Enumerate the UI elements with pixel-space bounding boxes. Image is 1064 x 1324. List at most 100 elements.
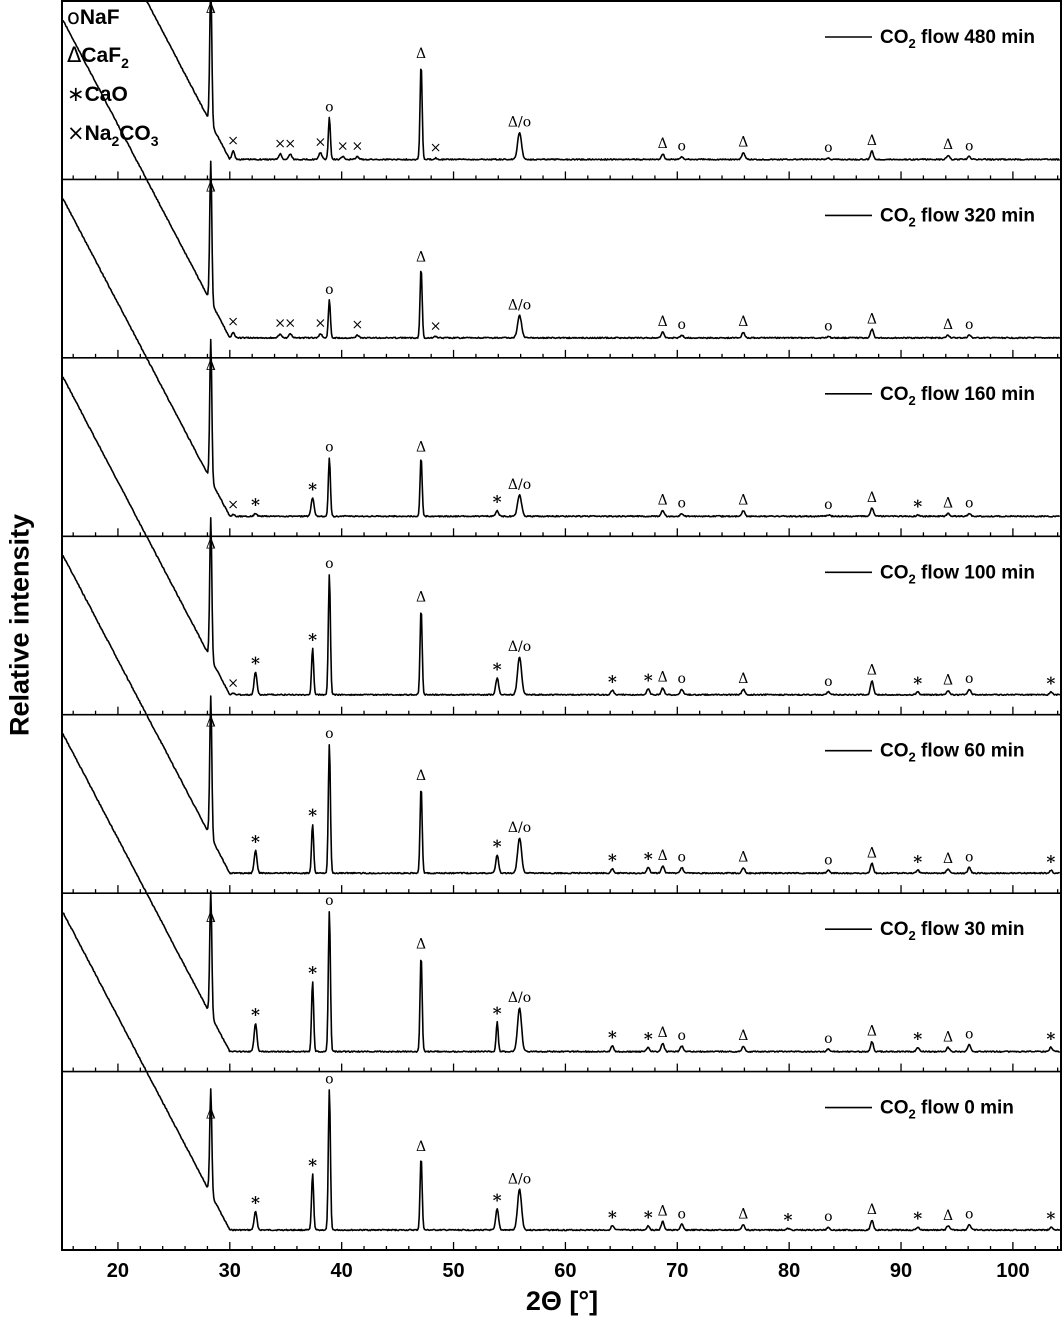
peak-marker: ∗ [491, 490, 503, 510]
peak-marker: Δ [416, 46, 426, 62]
peak-marker: Δ [943, 495, 953, 511]
series-legend: CO2 flow 0 min [880, 1098, 1014, 1122]
peak-marker: o [965, 495, 973, 511]
spectrum-line [62, 912, 1061, 1232]
peak-marker: ∗ [782, 1208, 794, 1228]
peak-marker: o [678, 139, 686, 155]
peak-marker: ∗ [491, 1001, 503, 1021]
peak-marker: Δ [867, 490, 877, 506]
peak-marker: ∗ [307, 477, 319, 497]
peak-marker: ∗ [250, 1191, 262, 1211]
peak-marker: Δ [206, 1107, 216, 1123]
peak-marker: o [824, 674, 832, 690]
peak-marker: ∗ [307, 960, 319, 980]
peak-marker: × [227, 497, 239, 513]
peak-marker: Δ [867, 311, 877, 327]
phase-legend-item: ΔCaF2 [67, 43, 129, 71]
peak-marker: o [325, 282, 333, 298]
spectrum-line [144, 0, 1061, 161]
x-tick-label: 50 [442, 1260, 464, 1282]
peak-marker: × [284, 136, 296, 152]
peak-marker: Δ [416, 937, 426, 953]
peak-marker: Δ/o [508, 297, 531, 313]
x-tick-label: 60 [554, 1260, 576, 1282]
peak-marker: × [227, 675, 239, 691]
x-tick-labels: 20 30 40 50 60 70 80 90 100 [107, 1260, 1030, 1282]
peak-marker: Δ [867, 1202, 877, 1218]
peak-marker: o [678, 671, 686, 687]
peak-marker: Δ/o [508, 477, 531, 493]
peak-marker: ∗ [250, 1002, 262, 1022]
peak-marker: × [315, 316, 327, 332]
peak-marker: × [274, 316, 286, 332]
peak-marker: ∗ [642, 847, 654, 867]
peak-marker: ∗ [607, 848, 619, 868]
peak-marker: o [325, 439, 333, 455]
peak-marker: Δ/o [508, 639, 531, 655]
peak-marker: o [824, 318, 832, 334]
peak-marker: Δ [738, 1028, 748, 1044]
x-tick-label: 70 [666, 1260, 688, 1282]
x-tick-label: 100 [996, 1260, 1029, 1282]
peak-marker: × [351, 317, 363, 333]
spectrum-line [62, 733, 1061, 1053]
peak-marker: o [678, 495, 686, 511]
peak-marker: Δ [738, 671, 748, 687]
peak-marker: ∗ [1045, 671, 1057, 691]
series-legend: CO2 flow 60 min [880, 741, 1024, 765]
peak-marker: Δ [943, 673, 953, 689]
peak-marker: ∗ [307, 1153, 319, 1173]
peak-marker: o [824, 497, 832, 513]
peak-marker: o [325, 893, 333, 909]
peak-marker: Δ [416, 590, 426, 606]
peak-marker: ∗ [491, 834, 503, 854]
peak-marker: ∗ [607, 670, 619, 690]
plot-frame [61, 0, 1062, 1251]
peak-marker: Δ [943, 851, 953, 867]
peak-marker: Δ [658, 1025, 668, 1041]
peak-marker: o [824, 140, 832, 156]
peak-marker: Δ [738, 134, 748, 150]
peak-marker: o [678, 850, 686, 866]
peak-marker: Δ [206, 715, 216, 731]
spectrum-line [62, 198, 1060, 518]
peak-marker: × [315, 134, 327, 150]
peak-marker: ∗ [642, 668, 654, 688]
series-legend: CO2 flow 160 min [880, 384, 1035, 408]
peak-marker: × [274, 136, 286, 152]
peak-marker: ∗ [1045, 1026, 1057, 1046]
peak-marker: Δ [867, 1024, 877, 1040]
peak-marker: ∗ [1045, 849, 1057, 869]
peak-marker: Δ [867, 133, 877, 149]
x-tick-label: 30 [219, 1260, 241, 1282]
x-tick-label: 90 [890, 1260, 912, 1282]
peak-marker: Δ [738, 850, 748, 866]
peak-marker: ∗ [642, 1205, 654, 1225]
x-tick-label: 20 [107, 1260, 129, 1282]
peak-marker: ∗ [912, 494, 924, 514]
peak-marker: × [430, 140, 442, 156]
spectrum-line [62, 376, 1061, 697]
peak-marker: × [284, 316, 296, 332]
peak-marker: Δ [206, 179, 216, 195]
series-legend: CO2 flow 480 min [880, 27, 1035, 51]
peak-marker: Δ [416, 439, 426, 455]
peak-marker: Δ [867, 663, 877, 679]
peak-marker: ∗ [491, 657, 503, 677]
peak-marker: Δ [416, 1139, 426, 1155]
peak-marker: Δ [206, 1, 216, 17]
peak-marker: × [227, 314, 239, 330]
peak-marker: Δ/o [508, 1171, 531, 1187]
peak-marker: ∗ [607, 1205, 619, 1225]
peak-marker: ∗ [250, 492, 262, 512]
phase-legend-item: ∗CaO [67, 82, 128, 106]
peak-marker: o [678, 317, 686, 333]
peak-marker: Δ [738, 493, 748, 509]
peak-marker: Δ [867, 845, 877, 861]
series-legend: CO2 flow 30 min [880, 919, 1024, 943]
